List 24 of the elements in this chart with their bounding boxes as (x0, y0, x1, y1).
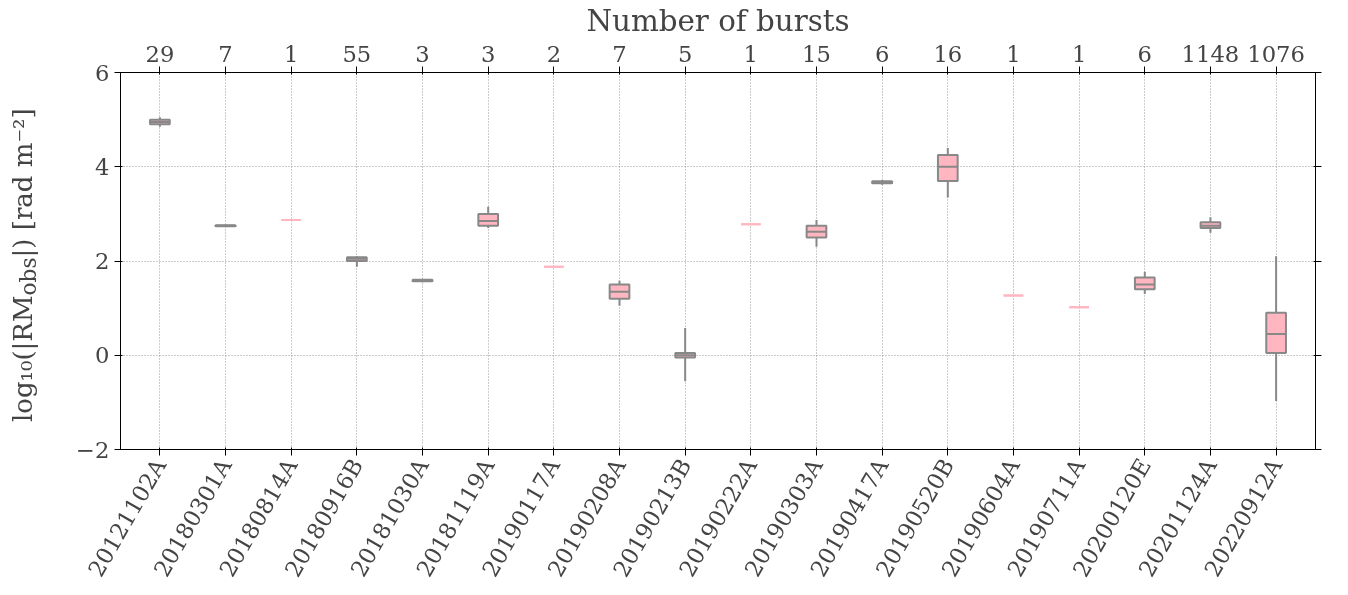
annotation: 6 (1137, 40, 1152, 67)
annotation: 1 (1071, 40, 1087, 67)
annotation: 16 (933, 40, 963, 67)
annotation: 1 (743, 40, 759, 67)
annotation: 1076 (1247, 40, 1305, 67)
annotation: 1 (284, 40, 299, 67)
x2-axis-title: Number of bursts (586, 3, 850, 38)
annotation: 5 (677, 40, 693, 67)
y-tick-label: 0 (95, 342, 110, 369)
y-tick-label: 6 (95, 59, 110, 86)
y-tick-label: −2 (76, 436, 110, 463)
annotation: 7 (218, 40, 233, 67)
annotation: 6 (874, 40, 890, 67)
annotation: 15 (802, 40, 831, 67)
annotation: 3 (415, 40, 430, 67)
annotation: 29 (145, 40, 175, 67)
annotation: 55 (342, 40, 372, 67)
annotation: 1 (1006, 40, 1021, 67)
y-tick-label: 4 (95, 153, 110, 180)
annotation: 7 (612, 40, 627, 67)
y-tick-label: 2 (95, 248, 110, 274)
annotation: 3 (480, 40, 496, 67)
annotation: 1148 (1181, 40, 1240, 67)
annotation: 2 (546, 40, 562, 67)
